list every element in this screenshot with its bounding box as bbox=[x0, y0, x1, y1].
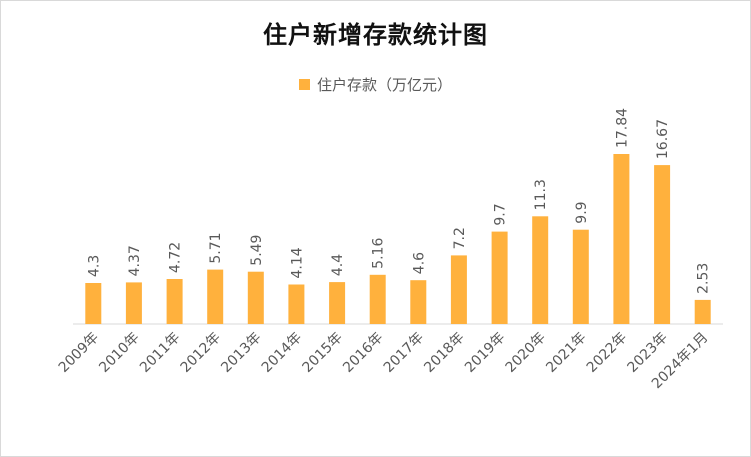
legend: 住户存款（万亿元） bbox=[1, 74, 750, 95]
bar bbox=[694, 299, 711, 324]
data-label: 4.3 bbox=[86, 255, 102, 277]
legend-label: 住户存款（万亿元） bbox=[316, 76, 452, 94]
data-label: 9.9 bbox=[574, 201, 590, 223]
bar bbox=[450, 255, 467, 324]
x-tick-label: 2016年 bbox=[340, 330, 386, 376]
legend-swatch bbox=[298, 79, 310, 90]
x-tick-label: 2015年 bbox=[300, 330, 346, 376]
x-tick-label: 2017年 bbox=[381, 330, 427, 376]
data-label: 5.16 bbox=[371, 238, 387, 269]
chart-title: 住户新增存款统计图 bbox=[263, 21, 488, 49]
x-tick-label: 2013年 bbox=[218, 330, 264, 376]
bar bbox=[410, 280, 427, 324]
data-label: 9.7 bbox=[493, 203, 509, 225]
bar bbox=[491, 231, 508, 324]
data-label: 5.71 bbox=[208, 232, 224, 263]
bar bbox=[613, 154, 630, 324]
data-label: 17.84 bbox=[614, 108, 630, 148]
data-label: 16.67 bbox=[655, 119, 671, 159]
bar bbox=[329, 282, 346, 324]
x-tick-label: 2019年 bbox=[462, 330, 508, 376]
bar bbox=[532, 216, 549, 324]
x-tick-label: 2009年 bbox=[56, 330, 102, 376]
x-tick-label: 2021年 bbox=[543, 330, 589, 376]
bar bbox=[572, 229, 589, 324]
data-label: 5.49 bbox=[249, 235, 265, 266]
x-tick-label: 2022年 bbox=[584, 330, 630, 376]
data-label: 11.3 bbox=[533, 179, 549, 210]
bar bbox=[369, 274, 386, 324]
x-tick-label: 2020年 bbox=[503, 330, 549, 376]
x-tick-label: 2014年 bbox=[259, 330, 305, 376]
bar bbox=[207, 269, 224, 324]
x-tick-label: 2018年 bbox=[421, 330, 467, 376]
x-tick-label: 2012年 bbox=[178, 330, 224, 376]
x-tick-label: 2010年 bbox=[96, 330, 142, 376]
x-tick-label: 2011年 bbox=[137, 330, 183, 376]
data-label: 4.37 bbox=[127, 245, 143, 276]
bar bbox=[85, 283, 102, 324]
bar bbox=[166, 279, 183, 324]
data-label: 4.4 bbox=[330, 254, 346, 276]
bar bbox=[654, 165, 671, 324]
data-label: 4.14 bbox=[289, 247, 305, 278]
data-label: 4.72 bbox=[168, 242, 184, 273]
bar bbox=[247, 271, 264, 324]
data-label: 2.53 bbox=[696, 263, 712, 294]
bar bbox=[125, 282, 142, 324]
bar bbox=[288, 284, 305, 324]
data-label: 4.6 bbox=[411, 252, 427, 274]
data-label: 7.2 bbox=[452, 227, 468, 249]
